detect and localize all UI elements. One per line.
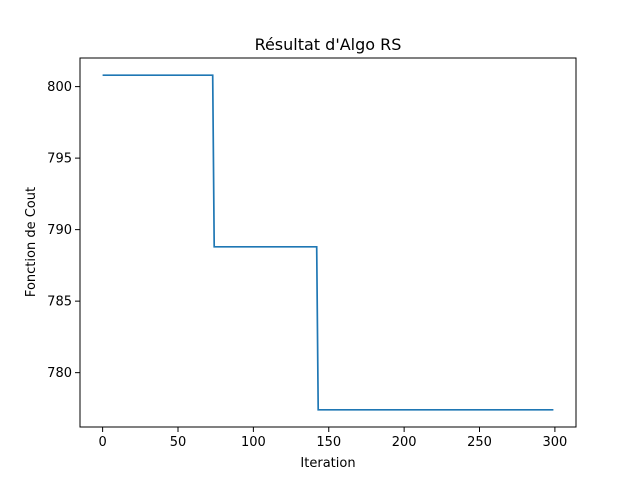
x-axis: 0 50 100 150 200 250 300: [98, 427, 567, 450]
x-tick-label: 100: [241, 435, 266, 450]
chart-title: Résultat d'Algo RS: [255, 35, 402, 54]
y-tick-label: 795: [47, 152, 72, 167]
x-tick-label: 0: [98, 435, 106, 450]
y-tick-label: 785: [47, 295, 72, 310]
series-area: [102, 74, 554, 411]
x-tick-label: 250: [467, 435, 492, 450]
y-axis: 780 785 790 795 800: [47, 80, 80, 381]
x-tick-label: 50: [170, 435, 187, 450]
series-line: [102, 74, 554, 411]
y-tick-label: 780: [47, 366, 72, 381]
y-tick-label: 790: [47, 223, 72, 238]
y-tick-label: 800: [47, 80, 72, 95]
axes-frame: [79, 57, 577, 428]
plot-area: [79, 57, 577, 428]
x-tick-label: 300: [542, 435, 567, 450]
y-axis-label: Fonction de Cout: [24, 187, 39, 297]
x-axis-label: Iteration: [300, 456, 355, 471]
x-tick-label: 150: [316, 435, 341, 450]
x-tick-label: 200: [392, 435, 417, 450]
